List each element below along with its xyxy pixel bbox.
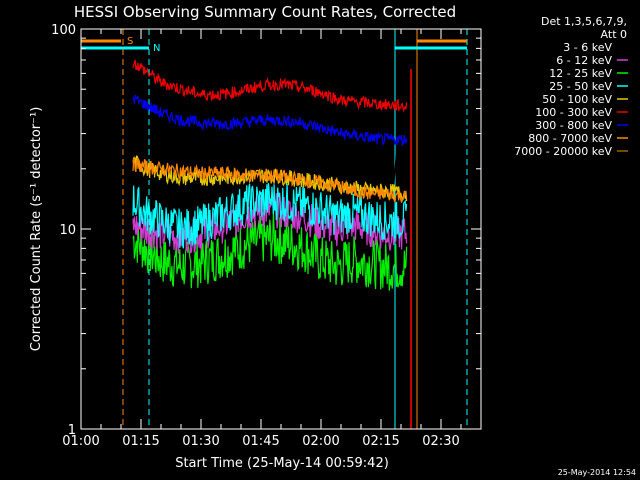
y-tick-label: 100 bbox=[51, 23, 76, 38]
legend-title-line-1: Det 1,3,5,6,7,9, bbox=[541, 15, 627, 28]
annotation-n: N bbox=[153, 43, 160, 54]
legend-label: 7000 - 20000 keV bbox=[514, 145, 612, 158]
legend-label: 800 - 7000 keV bbox=[528, 132, 612, 145]
chart-title: HESSI Observing Summary Count Rates, Cor… bbox=[74, 3, 456, 21]
series-line bbox=[132, 182, 408, 249]
legend-label: 25 - 50 keV bbox=[549, 80, 612, 93]
x-tick-label: 02:15 bbox=[362, 434, 399, 449]
legend-label: 6 - 12 keV bbox=[556, 54, 612, 67]
x-tick-label: 01:00 bbox=[62, 434, 99, 449]
series-line bbox=[132, 193, 408, 254]
legend-label: 3 - 6 keV bbox=[563, 41, 612, 54]
annotation-s: S bbox=[127, 36, 133, 47]
series-line bbox=[132, 59, 408, 113]
y-tick-label: 10 bbox=[59, 223, 76, 238]
x-tick-label: 01:30 bbox=[182, 434, 219, 449]
x-tick-label: 02:00 bbox=[302, 434, 339, 449]
series-line bbox=[132, 156, 408, 203]
legend-label: 12 - 25 keV bbox=[549, 67, 612, 80]
footer-date: 25-May-2014 12:54 bbox=[558, 468, 636, 477]
legend-label: 100 - 300 keV bbox=[535, 106, 612, 119]
legend-title-line-2: Att 0 bbox=[601, 28, 627, 41]
series-line bbox=[132, 213, 408, 291]
y-axis-label: Corrected Count Rate (s⁻¹ detector⁻¹) bbox=[29, 107, 44, 352]
x-tick-label: 02:30 bbox=[422, 434, 459, 449]
series-line bbox=[132, 94, 408, 146]
legend-label: 50 - 100 keV bbox=[542, 93, 612, 106]
legend-label: 300 - 800 keV bbox=[535, 119, 612, 132]
x-tick-label: 01:45 bbox=[242, 434, 279, 449]
x-tick-label: 01:15 bbox=[122, 434, 159, 449]
y-tick-label: 1 bbox=[68, 423, 76, 438]
x-axis-label: Start Time (25-May-14 00:59:42) bbox=[175, 456, 389, 471]
